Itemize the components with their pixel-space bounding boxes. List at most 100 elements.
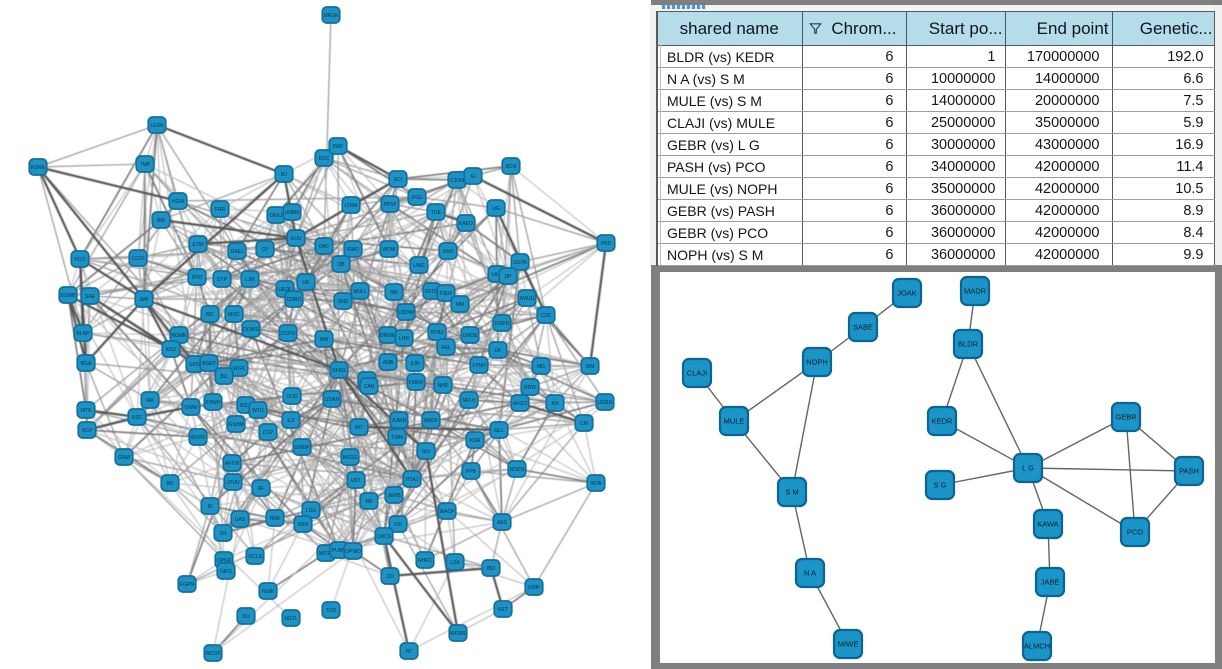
svg-text:LEDK: LEDK	[150, 123, 164, 129]
svg-text:MOC: MOC	[228, 312, 240, 318]
svg-text:GI: GI	[470, 174, 475, 180]
svg-text:FTNH: FTNH	[472, 363, 486, 369]
svg-text:CLAJI: CLAJI	[687, 369, 707, 378]
svg-text:OPWD: OPWD	[345, 549, 361, 555]
svg-text:RRE: RRE	[270, 516, 281, 522]
svg-text:MA: MA	[146, 398, 154, 404]
svg-text:GPDI: GPDI	[189, 362, 201, 368]
svg-text:EII: EII	[220, 531, 226, 537]
svg-text:PPB: PPB	[466, 469, 477, 475]
svg-text:MC: MC	[206, 312, 214, 318]
svg-text:LAJJ: LAJJ	[491, 272, 503, 278]
svg-text:RDW: RDW	[524, 385, 536, 391]
svg-text:BGA: BGA	[81, 361, 92, 367]
svg-text:S M: S M	[785, 488, 798, 497]
svg-text:LMCS: LMCS	[377, 534, 392, 540]
svg-text:GEBR: GEBR	[1115, 413, 1137, 422]
svg-text:ALMCH: ALMCH	[1024, 642, 1050, 651]
svg-text:MDTT: MDTT	[319, 551, 333, 557]
svg-text:MADF: MADF	[424, 418, 438, 424]
svg-text:KEDR: KEDR	[932, 417, 953, 426]
svg-text:TUE: TUE	[431, 210, 442, 216]
svg-text:WGK: WGK	[233, 366, 246, 372]
svg-text:DU: DU	[242, 614, 250, 620]
svg-text:OPNR: OPNR	[217, 558, 232, 564]
svg-text:USDW: USDW	[398, 310, 414, 316]
svg-text:UK: UK	[303, 280, 311, 286]
svg-text:HTAJ: HTAJ	[406, 477, 419, 483]
svg-text:GUU: GUU	[290, 236, 302, 242]
svg-text:DTP: DTP	[217, 277, 228, 283]
svg-text:AF: AF	[258, 486, 264, 492]
svg-text:EJI: EJI	[287, 418, 294, 424]
svg-text:RIT: RIT	[355, 425, 363, 431]
svg-text:RTBJ: RTBJ	[431, 330, 444, 336]
svg-text:NFLH: NFLH	[462, 398, 475, 404]
svg-text:GSHM: GSHM	[229, 422, 244, 428]
svg-text:GNM: GNM	[118, 455, 130, 461]
svg-text:WTD: WTD	[252, 408, 264, 414]
svg-text:CP: CP	[262, 247, 270, 253]
svg-text:FHWH: FHWH	[206, 400, 221, 406]
svg-text:LDG: LDG	[306, 508, 316, 514]
svg-text:UDAH: UDAH	[325, 397, 340, 403]
svg-text:WM: WM	[586, 364, 595, 370]
svg-text:BICE: BICE	[240, 403, 252, 409]
svg-text:SABE: SABE	[853, 323, 873, 332]
svg-text:OEKJ: OEKJ	[269, 213, 283, 219]
svg-text:WOFF: WOFF	[191, 435, 206, 441]
svg-text:BJ: BJ	[281, 172, 287, 178]
svg-text:DP: DP	[505, 274, 513, 280]
svg-text:CCP: CCP	[263, 430, 274, 436]
svg-text:MULE: MULE	[724, 417, 745, 426]
svg-text:UGRG: UGRG	[598, 400, 613, 406]
svg-text:UMIF: UMIF	[528, 585, 540, 591]
svg-text:NHFC: NHFC	[418, 558, 432, 564]
svg-text:FGPN: FGPN	[180, 582, 194, 588]
svg-text:OKF: OKF	[319, 244, 329, 250]
svg-text:EOC: EOC	[319, 156, 330, 162]
svg-text:IBD: IBD	[487, 566, 496, 572]
svg-text:UNBM: UNBM	[285, 210, 300, 216]
svg-text:BUWB: BUWB	[61, 293, 77, 299]
svg-text:GCLS: GCLS	[248, 554, 262, 560]
svg-text:WODR: WODR	[450, 631, 466, 637]
svg-text:KAWA: KAWA	[1037, 520, 1059, 529]
svg-text:SIU: SIU	[422, 449, 431, 455]
svg-text:UG: UG	[492, 206, 500, 212]
svg-text:NJI: NJI	[394, 522, 402, 528]
svg-text:PUBM: PUBM	[332, 548, 346, 554]
svg-text:GNS: GNS	[443, 249, 455, 255]
svg-text:NM: NM	[456, 302, 464, 308]
svg-text:WCOF: WCOF	[205, 651, 220, 657]
svg-text:MIWE: MIWE	[838, 640, 858, 649]
svg-text:NUIK: NUIK	[262, 589, 275, 595]
svg-text:IIJN: IIJN	[411, 361, 420, 367]
svg-text:WR: WR	[157, 218, 166, 224]
svg-text:GGTA: GGTA	[513, 260, 527, 266]
svg-text:JCI: JCI	[386, 574, 394, 580]
svg-text:PCO: PCO	[1127, 528, 1143, 537]
svg-text:FRR: FRR	[215, 207, 226, 213]
svg-text:MRGK: MRGK	[324, 13, 340, 19]
svg-text:LTMA: LTMA	[345, 203, 359, 209]
svg-text:UK: UK	[495, 348, 503, 354]
svg-text:NOPH: NOPH	[806, 358, 828, 367]
svg-text:TWN: TWN	[391, 435, 403, 441]
svg-text:ID: ID	[208, 504, 213, 510]
svg-text:HGW: HGW	[172, 199, 185, 205]
svg-text:WTA: WTA	[591, 481, 602, 487]
svg-text:HT: HT	[406, 649, 413, 655]
svg-text:WTE: WTE	[80, 408, 92, 414]
svg-text:CM: CM	[580, 421, 588, 427]
svg-text:NR: NR	[390, 290, 398, 296]
svg-text:IIWF: IIWF	[333, 144, 344, 150]
svg-text:ONWM: ONWM	[380, 333, 396, 339]
svg-text:UKT: UKT	[351, 478, 361, 484]
svg-text:N A: N A	[804, 569, 816, 578]
svg-text:PASH: PASH	[1179, 467, 1199, 476]
svg-text:BLDR: BLDR	[958, 340, 979, 349]
svg-text:LPUU: LPUU	[226, 480, 240, 486]
svg-text:OWW: OWW	[184, 405, 198, 411]
svg-text:DB: DB	[338, 262, 346, 268]
